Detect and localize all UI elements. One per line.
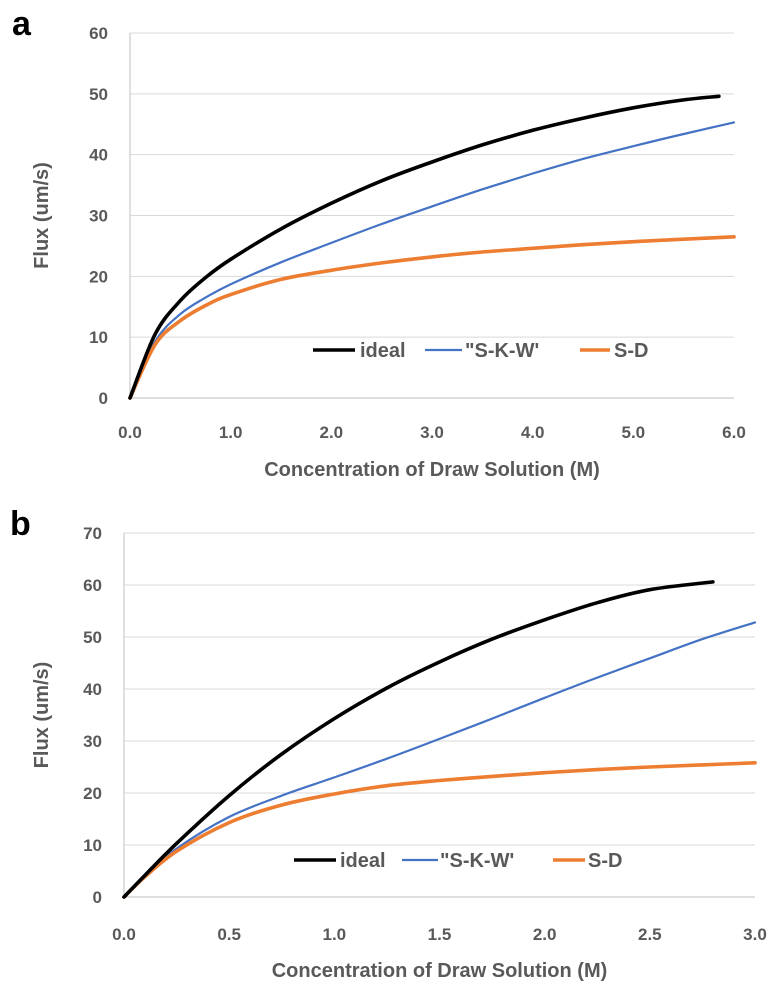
x-tick-label: 1.5 (428, 925, 452, 944)
panel-label: b (10, 505, 31, 543)
y-tick-label: 20 (83, 784, 102, 803)
panel-label: a (12, 5, 32, 43)
x-tick-label: 4.0 (521, 423, 545, 442)
y-tick-label: 50 (89, 85, 108, 104)
legend-label: "S-K-W' (440, 850, 514, 872)
y-tick-label: 10 (83, 836, 102, 855)
x-tick-label: 2.0 (320, 423, 344, 442)
legend: ideal "S-K-W' S-D (294, 850, 622, 872)
y-tick-label: 30 (89, 207, 108, 226)
y-tick-label: 0 (93, 888, 102, 907)
y-tick-label: 30 (83, 732, 102, 751)
x-tick-label: 1.0 (323, 925, 347, 944)
y-tick-label: 10 (89, 328, 108, 347)
legend-label: S-D (614, 340, 648, 362)
y-tick-label: 50 (83, 628, 102, 647)
legend-label: S-D (588, 850, 622, 872)
legend-label: "S-K-W' (465, 340, 539, 362)
y-tick-label: 60 (89, 24, 108, 43)
chart-panel-b: b 0 10 20 30 40 50 60 70 0.0 0.5 1.0 1.5 2.0 2.5 3.0 Con… (10, 505, 767, 981)
legend: ideal "S-K-W' S-D (313, 340, 648, 362)
y-axis-title: Flux (um/s) (31, 162, 53, 269)
y-tick-label: 40 (89, 146, 108, 165)
x-tick-label: 0.5 (217, 925, 241, 944)
x-tick-label: 2.0 (533, 925, 557, 944)
x-tick-label: 0.0 (112, 925, 136, 944)
x-tick-label: 5.0 (622, 423, 646, 442)
legend-label: ideal (340, 850, 386, 872)
series-line-s-k-w (122, 621, 757, 899)
y-tick-label: 60 (83, 576, 102, 595)
y-tick-label: 20 (89, 267, 108, 286)
x-axis-title: Concentration of Draw Solution (M) (264, 459, 600, 481)
x-tick-label: 3.0 (420, 423, 444, 442)
series-line-s-d (128, 235, 736, 400)
x-tick-label: 2.5 (638, 925, 662, 944)
x-tick-label: 1.0 (219, 423, 243, 442)
x-tick-label: 3.0 (743, 925, 767, 944)
y-axis-title: Flux (um/s) (31, 662, 53, 769)
legend-label: ideal (360, 340, 406, 362)
y-tick-label: 70 (83, 524, 102, 543)
x-tick-label: 6.0 (722, 423, 746, 442)
x-axis-title: Concentration of Draw Solution (M) (272, 960, 608, 981)
series-line-s-d (122, 761, 757, 899)
x-tick-label: 0.0 (118, 423, 142, 442)
y-tick-label: 0 (99, 389, 108, 408)
chart-panel-a: a 0 10 20 30 40 50 60 0.0 1.0 2.0 3.0 4.0 5.0 6.0 Conce… (12, 5, 746, 481)
series-line-s-k-w (128, 121, 736, 400)
series-line-ideal (122, 580, 715, 899)
series-line-ideal (128, 94, 721, 400)
y-tick-label: 40 (83, 680, 102, 699)
